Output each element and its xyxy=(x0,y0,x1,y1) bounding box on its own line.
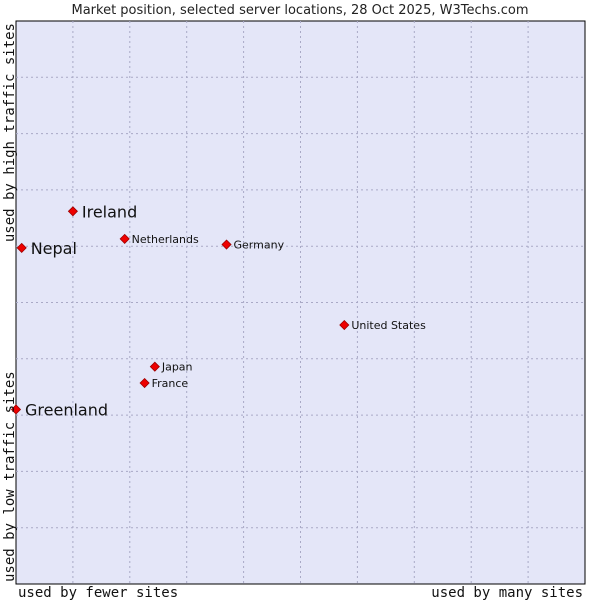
point-marker-france xyxy=(139,377,150,389)
data-points: Ireland Nepal Netherlands Germany United Sta… xyxy=(10,202,426,419)
point-marker-germany xyxy=(221,239,232,250)
point-label-ireland: Ireland xyxy=(82,202,137,221)
point-france: France xyxy=(139,377,189,390)
point-label-united-states: United States xyxy=(351,319,426,332)
point-netherlands: Netherlands xyxy=(119,233,199,246)
point-label-germany: Germany xyxy=(234,239,285,252)
point-marker-united-states xyxy=(339,319,350,331)
y-axis-label-high: used by high traffic sites xyxy=(2,23,18,242)
point-label-france: France xyxy=(152,377,189,390)
x-axis-label-right: used by many sites xyxy=(431,585,583,600)
point-marker-nepal xyxy=(16,242,27,253)
chart-title: Market position, selected server locatio… xyxy=(71,3,528,18)
point-marker-japan xyxy=(149,361,160,372)
point-united-states: United States xyxy=(339,319,426,332)
grid-lines xyxy=(16,21,585,584)
point-label-netherlands: Netherlands xyxy=(132,233,199,246)
point-ireland: Ireland xyxy=(67,202,137,221)
point-label-japan: Japan xyxy=(161,361,193,374)
point-label-nepal: Nepal xyxy=(31,239,77,258)
y-axis-label-low: used by low traffic sites xyxy=(2,371,18,582)
point-germany: Germany xyxy=(221,239,285,252)
point-greenland: Greenland xyxy=(10,400,108,419)
point-marker-netherlands xyxy=(119,233,130,244)
point-nepal: Nepal xyxy=(16,239,77,258)
point-marker-greenland xyxy=(10,404,22,415)
x-axis-label-left: used by fewer sites xyxy=(18,585,178,600)
point-marker-ireland xyxy=(67,206,78,217)
point-japan: Japan xyxy=(149,361,193,374)
point-label-greenland: Greenland xyxy=(25,400,108,419)
